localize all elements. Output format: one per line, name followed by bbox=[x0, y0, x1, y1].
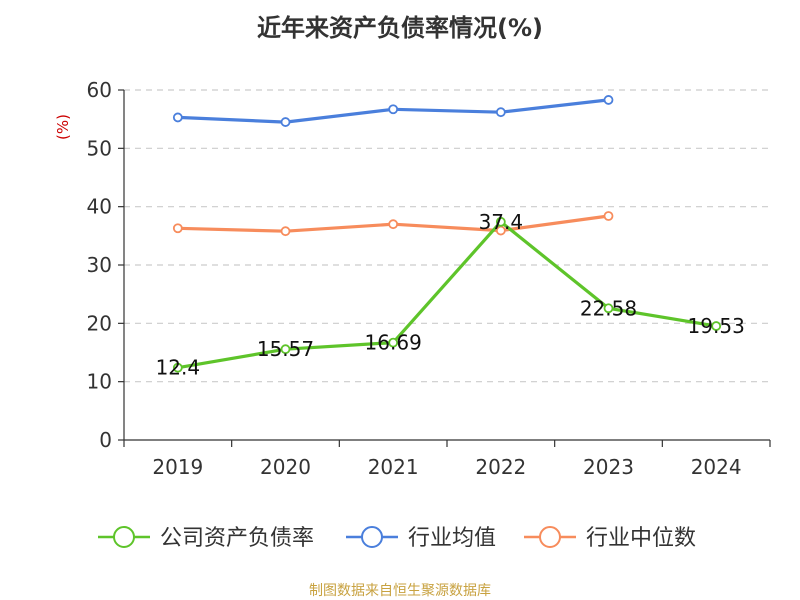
legend-marker-icon bbox=[539, 526, 561, 548]
y-tick-label: 60 bbox=[87, 78, 112, 102]
chart-title: 近年来资产负债率情况(%) bbox=[257, 14, 543, 42]
data-point bbox=[711, 321, 722, 331]
data-label: 12.4 bbox=[156, 356, 201, 380]
legend-item[interactable]: 行业均值 bbox=[346, 526, 496, 551]
y-tick-label: 30 bbox=[87, 253, 112, 277]
data-point bbox=[603, 211, 614, 221]
data-point bbox=[172, 112, 183, 123]
legend-label: 公司资产负债率 bbox=[160, 526, 314, 551]
data-label: 19.53 bbox=[688, 314, 745, 338]
x-tick-label: 2020 bbox=[260, 455, 311, 479]
data-point bbox=[603, 95, 614, 105]
data-label: 16.69 bbox=[365, 331, 422, 355]
data-point bbox=[280, 226, 291, 237]
legend-label: 行业中位数 bbox=[586, 526, 696, 551]
y-tick-label: 0 bbox=[99, 428, 112, 452]
data-point bbox=[388, 337, 399, 348]
data-point bbox=[495, 107, 506, 118]
legend-marker-icon bbox=[361, 526, 383, 548]
y-tick-label: 10 bbox=[87, 370, 112, 394]
series-line bbox=[177, 220, 717, 370]
axes: 0 10 20 30 40 50 60 2019 2020 2021 2022 2023 2024 bbox=[87, 78, 771, 479]
data-point bbox=[172, 362, 183, 373]
y-axis-unit-label: (%) bbox=[54, 114, 72, 140]
data-label: 37.4 bbox=[479, 210, 524, 234]
data-labels: 12.4 15.57 16.69 37.4 22.58 19.53 bbox=[156, 210, 745, 380]
source-note: 制图数据来自恒生聚源数据库 bbox=[309, 583, 491, 599]
legend-label: 行业均值 bbox=[408, 526, 496, 551]
x-tick-label: 2019 bbox=[152, 455, 203, 479]
data-label: 15.57 bbox=[257, 337, 314, 361]
x-tick-label: 2024 bbox=[691, 455, 742, 479]
data-point bbox=[388, 219, 399, 230]
legend-item[interactable]: 行业中位数 bbox=[524, 526, 696, 551]
legend[interactable]: 公司资产负债率 行业均值 行业中位数 bbox=[98, 526, 696, 551]
data-point bbox=[280, 344, 291, 355]
data-point bbox=[172, 223, 183, 234]
x-tick-label: 2023 bbox=[583, 455, 634, 479]
data-point bbox=[388, 104, 399, 115]
data-label: 22.58 bbox=[580, 296, 637, 320]
data-point bbox=[280, 117, 291, 127]
x-tick-label: 2021 bbox=[368, 455, 419, 479]
x-tick-label: 2022 bbox=[475, 455, 526, 479]
y-tick-label: 40 bbox=[87, 195, 112, 219]
data-point bbox=[603, 303, 614, 314]
y-tick-label: 50 bbox=[87, 136, 112, 160]
data-point bbox=[495, 216, 506, 227]
legend-marker-icon bbox=[113, 526, 135, 548]
legend-item[interactable]: 公司资产负债率 bbox=[98, 526, 314, 551]
series-layer bbox=[172, 95, 722, 373]
grid-lines bbox=[124, 89, 770, 383]
y-tick-label: 20 bbox=[87, 311, 112, 335]
